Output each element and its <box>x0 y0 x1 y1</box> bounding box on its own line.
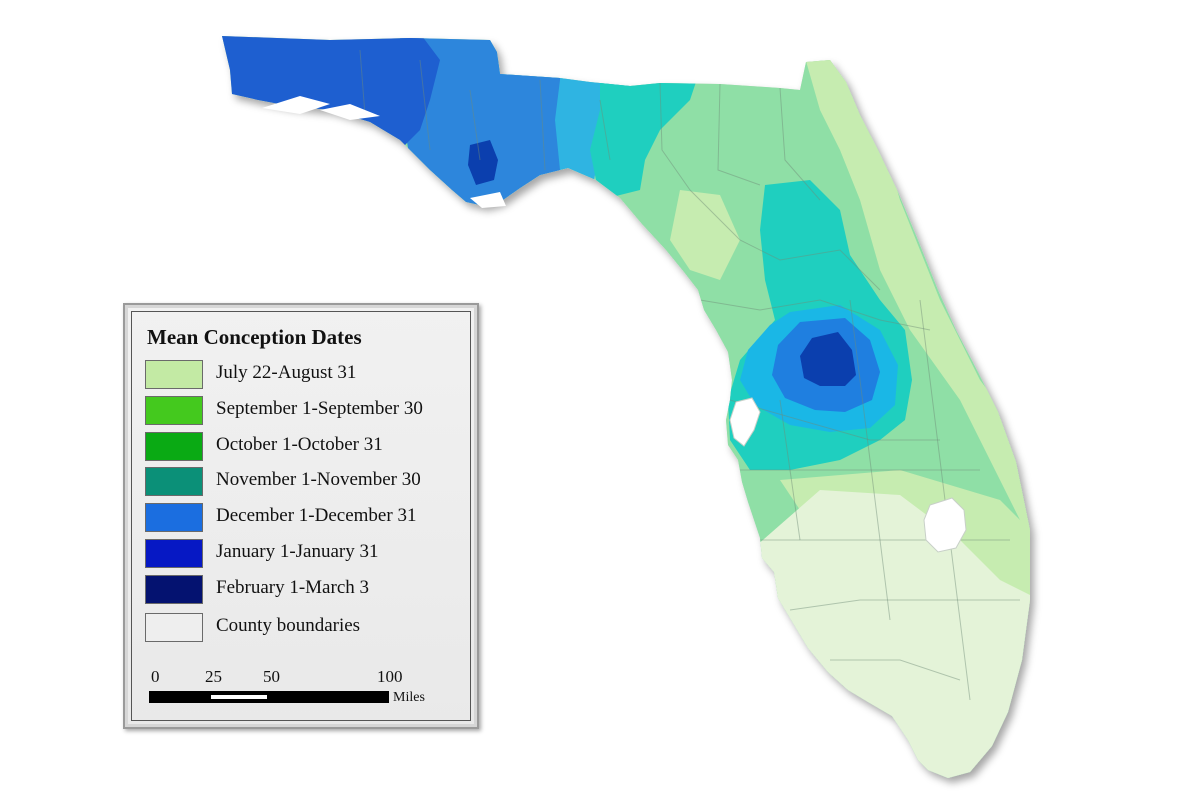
panhandle-bay-mid <box>320 104 380 120</box>
scale-tick-0: 0 <box>151 667 160 686</box>
swatch <box>145 613 203 642</box>
legend-item-february-march: February 1-March 3 <box>145 575 465 607</box>
swatch <box>145 467 203 496</box>
swatch <box>145 396 203 425</box>
legend-label: December 1-December 31 <box>216 505 417 526</box>
legend-item-january: January 1-January 31 <box>145 539 465 571</box>
legend-item-november: November 1-November 30 <box>145 467 465 499</box>
legend-label: July 22-August 31 <box>216 362 357 383</box>
county-boundaries <box>359 49 1020 701</box>
zone-pale-green-northwest <box>670 190 740 280</box>
legend-label: County boundaries <box>216 615 361 636</box>
legend-label: October 1-October 31 <box>216 434 383 455</box>
scale-unit: Miles <box>393 690 425 705</box>
swatch <box>145 432 203 461</box>
legend: Mean Conception Dates July 22-August 31 … <box>123 303 479 729</box>
zone-pale-green-northeast <box>800 40 1030 560</box>
scale-bar <box>149 691 389 703</box>
swatch <box>145 575 203 604</box>
legend-label: February 1-March 3 <box>216 577 370 598</box>
panhandle-bay-east <box>470 192 506 208</box>
scale-tick-100: 100 <box>377 667 403 686</box>
legend-item-december: December 1-December 31 <box>145 503 465 535</box>
zone-panhandle-west <box>222 36 440 150</box>
zone-panhandle-dark <box>468 140 498 185</box>
scale-tick-50: 50 <box>263 667 280 686</box>
legend-item-september: September 1-September 30 <box>145 396 465 428</box>
panhandle-bay-west <box>262 96 330 114</box>
lake-okeechobee <box>923 497 967 553</box>
legend-frame <box>131 311 471 721</box>
legend-item-october: October 1-October 31 <box>145 432 465 464</box>
zone-core-navy <box>800 332 856 386</box>
legend-item-july-august: July 22-August 31 <box>145 360 465 392</box>
scale-tick-25: 25 <box>205 667 222 686</box>
legend-item-county-boundaries: County boundaries <box>145 613 465 645</box>
legend-label: September 1-September 30 <box>216 398 423 419</box>
swatch <box>145 360 203 389</box>
zone-panhandle-mid <box>400 36 560 220</box>
swatch <box>145 539 203 568</box>
swatch <box>145 503 203 532</box>
legend-label: November 1-November 30 <box>216 469 421 490</box>
tampa-bay <box>729 397 761 447</box>
scale-bar-segment <box>211 695 267 699</box>
legend-title: Mean Conception Dates <box>147 325 362 349</box>
zone-teal-north <box>590 70 700 200</box>
legend-label: January 1-January 31 <box>216 541 379 562</box>
